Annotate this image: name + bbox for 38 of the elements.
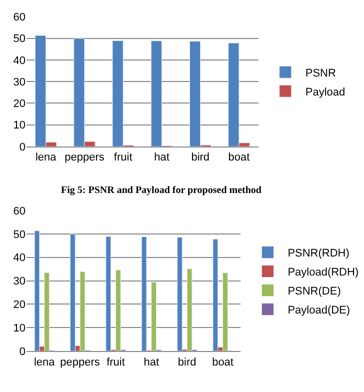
x-tick-label: bird — [178, 356, 196, 368]
y-tick-label: 10 — [13, 120, 26, 132]
y-tick-label: 60 — [13, 205, 26, 218]
y-tick-label: 10 — [13, 322, 26, 334]
x-tick-label: lena — [35, 152, 58, 164]
x-tick-label: hat — [144, 356, 160, 368]
bar — [106, 236, 112, 352]
legend-label: Payload — [305, 86, 346, 98]
x-tick-label: fruit — [114, 152, 132, 164]
y-tick-label: 0 — [19, 141, 26, 154]
caption: Fig 5: PSNR and Payload for proposed method — [61, 185, 262, 196]
legend-label: Payload(DE) — [288, 304, 350, 317]
y-tick-label: 20 — [13, 299, 26, 312]
y-tick-label: 60 — [13, 11, 26, 24]
legend-label: PSNR(RDH) — [288, 248, 350, 260]
legend-label: PSNR — [305, 67, 336, 80]
bar — [141, 236, 147, 352]
x-tick-label: fruit — [106, 356, 125, 368]
x-tick-label: boat — [228, 152, 250, 164]
y-tick-label: 30 — [13, 76, 26, 88]
y-tick-label: 50 — [13, 33, 26, 46]
x-tick-label: lena — [34, 356, 56, 368]
bar — [34, 230, 40, 352]
x-tick-label: bird — [191, 152, 210, 164]
bar — [70, 234, 76, 352]
y-tick-label: 20 — [13, 98, 26, 110]
x-tick-label: peppers — [60, 356, 100, 368]
y-tick-label: 0 — [19, 346, 26, 358]
y-tick-label: 30 — [13, 276, 26, 288]
legend-label: PSNR(DE) — [288, 286, 341, 298]
legend-label: Payload(RDH) — [288, 266, 359, 279]
bar — [212, 238, 218, 352]
y-tick-label: 40 — [13, 252, 26, 264]
x-tick-label: hat — [154, 152, 170, 164]
y-tick-label: 40 — [13, 54, 26, 67]
x-tick-label: boat — [212, 356, 234, 368]
x-tick-label: peppers — [64, 152, 105, 164]
y-tick-label: 50 — [13, 228, 26, 241]
